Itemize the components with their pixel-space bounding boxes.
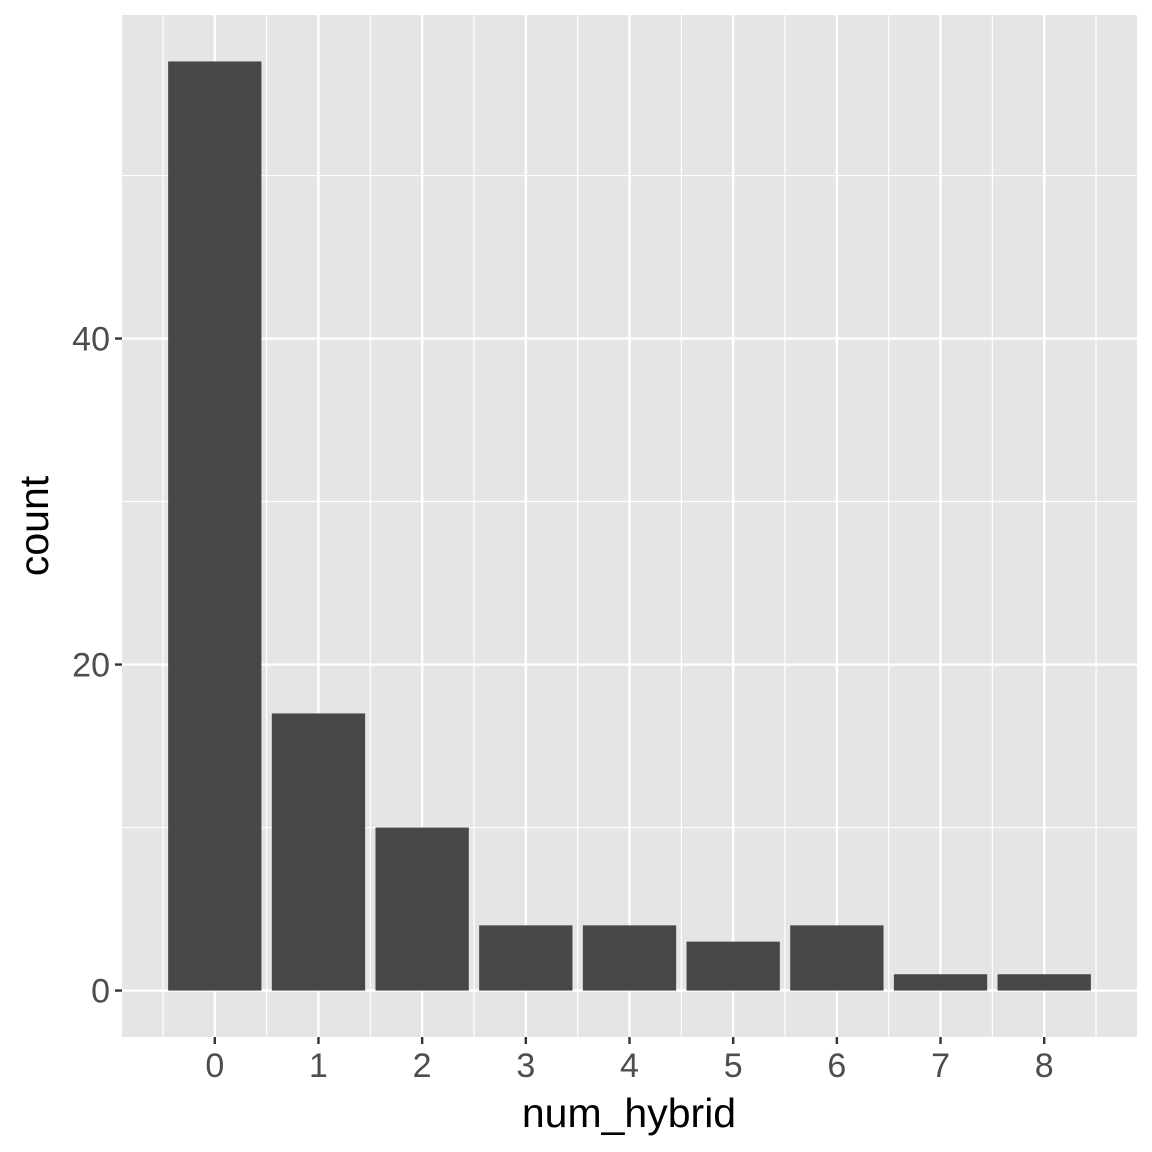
x-tick-label: 7 — [931, 1047, 950, 1085]
bar — [168, 61, 262, 991]
bar — [582, 925, 677, 991]
x-tick-label: 2 — [413, 1047, 432, 1085]
x-tick-label: 0 — [205, 1047, 224, 1085]
y-tick-label: 20 — [72, 647, 110, 685]
x-tick-label: 4 — [620, 1047, 639, 1085]
x-tick-label: 5 — [724, 1047, 743, 1085]
bar — [997, 974, 1091, 991]
x-tick-label: 1 — [309, 1047, 328, 1085]
y-tick-label: 40 — [72, 321, 110, 359]
x-tick-label: 8 — [1035, 1047, 1054, 1085]
bars — [168, 61, 1091, 991]
y-axis-title: count — [11, 475, 57, 576]
bar — [686, 941, 780, 991]
bar — [479, 925, 573, 991]
x-axis-title: num_hybrid — [522, 1090, 736, 1136]
axes: 0 20 40 0 1 2 3 4 5 6 7 8 — [72, 321, 1053, 1085]
bar — [893, 974, 988, 991]
bar — [790, 925, 884, 991]
y-tick-label: 0 — [91, 973, 110, 1011]
x-tick-label: 3 — [516, 1047, 535, 1085]
x-tick-label: 6 — [827, 1047, 846, 1085]
bar — [375, 827, 469, 991]
bar — [271, 713, 366, 991]
